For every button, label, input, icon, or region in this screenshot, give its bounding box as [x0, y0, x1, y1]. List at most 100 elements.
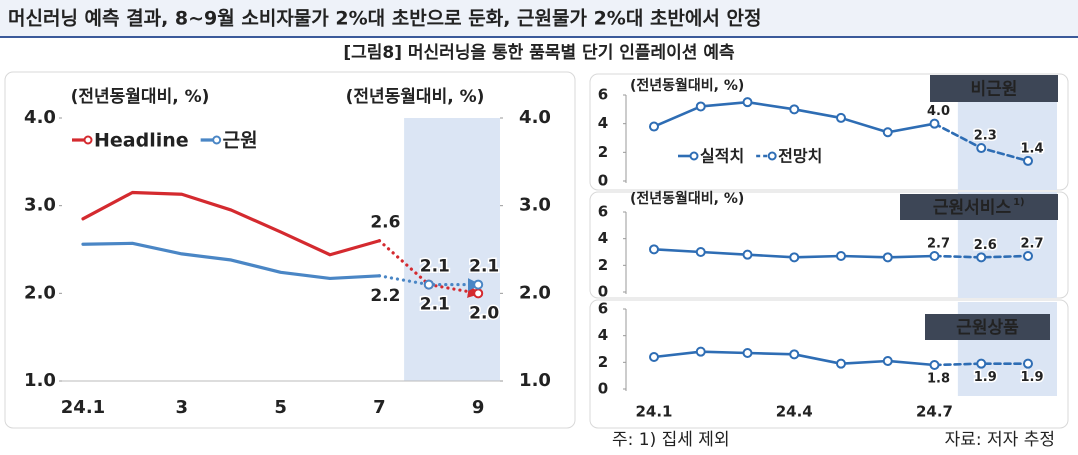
data-label: 2.7: [1020, 237, 1043, 252]
series-line: [81, 190, 381, 257]
point: [836, 251, 846, 261]
forecast-shade: [404, 118, 500, 381]
x-tick-label: 24.7: [916, 403, 953, 421]
x-tick-label: 5: [274, 397, 287, 418]
point: [742, 348, 753, 358]
y-tick-label: 6: [598, 300, 608, 318]
page-title: 머신러닝 예측 결과, 8~9월 소비자물가 2%대 초반으로 둔화, 근원물가…: [8, 8, 761, 30]
title-box: [900, 194, 1058, 220]
title-box: [930, 75, 1058, 102]
legend-marker: [212, 135, 222, 145]
point: [695, 101, 706, 112]
x-tick-label: 24.4: [776, 403, 813, 421]
point: [976, 252, 987, 263]
data-label: 2.1: [469, 257, 499, 277]
y-tick-label: 4: [598, 229, 608, 247]
point: [1023, 251, 1033, 261]
point: [882, 127, 893, 138]
legend-marker: [767, 151, 777, 161]
y2-tick-label: 4.0: [519, 107, 551, 128]
y-tick-label: 6: [598, 86, 608, 104]
y-tick-label: 4.0: [24, 107, 56, 128]
y-tick-label: 2.0: [24, 282, 56, 303]
y-tick-label: 6: [598, 203, 608, 221]
x-tick-label: 9: [472, 397, 485, 418]
panel: [589, 73, 1069, 191]
data-label: 2.3: [974, 129, 997, 144]
point: [836, 358, 846, 369]
data-label: 1.9: [1020, 370, 1043, 385]
y-tick-label: 0: [598, 172, 608, 190]
legend-label: 근원: [223, 130, 258, 152]
point: [976, 143, 987, 154]
y2-tick-label: 2.0: [519, 282, 551, 303]
source: 자료: 저자 추정: [945, 430, 1055, 450]
data-label: 2.2: [370, 286, 400, 306]
point: [695, 346, 706, 357]
header-bar: [0, 0, 1078, 37]
point: [473, 279, 484, 290]
point: [882, 252, 893, 263]
point: [742, 97, 753, 108]
point: [473, 288, 484, 299]
data-label: 1.8: [927, 372, 950, 387]
x-tick-label: 3: [176, 397, 189, 418]
point: [649, 352, 659, 362]
point: [789, 104, 800, 115]
y-tick-label: 2: [598, 256, 608, 274]
panel: [589, 191, 1069, 299]
chart-title: 근원상품: [956, 318, 1019, 338]
point: [649, 121, 659, 132]
title-box: [925, 314, 1050, 340]
y-axis-label: (전년동월대비, %): [630, 190, 744, 207]
y-tick-label: 4: [598, 326, 608, 344]
legend-label: 실적치: [700, 147, 744, 166]
point: [789, 252, 800, 263]
data-label: 1.9: [974, 370, 997, 385]
point: [1023, 358, 1033, 369]
legend-label: Headline: [94, 130, 189, 152]
point: [929, 360, 940, 370]
point: [976, 358, 987, 369]
x-tick-label: 24.1: [635, 403, 672, 421]
legend-marker: [83, 135, 93, 145]
data-label: 1.4: [1020, 141, 1043, 156]
point: [929, 251, 940, 261]
data-label: 2.6: [974, 238, 997, 253]
point: [836, 112, 846, 123]
series-line: [81, 241, 381, 281]
left-panel: [4, 71, 576, 429]
data-label: 2.1: [420, 295, 450, 315]
point: [882, 356, 893, 366]
y2-tick-label: 3.0: [519, 195, 551, 216]
y-tick-label: 4: [598, 114, 608, 132]
y2-axis-label: (전년동월대비, %): [346, 87, 485, 107]
point: [1023, 155, 1033, 166]
point: [789, 349, 800, 360]
point: [929, 118, 940, 129]
data-label: 2.0: [469, 303, 499, 323]
panel: [589, 299, 1069, 429]
y-tick-label: 2: [598, 353, 608, 371]
point: [742, 249, 753, 260]
data-label: 2.6: [370, 213, 400, 233]
y-tick-label: 2: [598, 143, 608, 161]
x-tick-label: 24.1: [61, 397, 105, 418]
figure-caption: [그림8] 머신러닝을 통한 품목별 단기 인플레이션 예측: [343, 43, 735, 63]
footnote: 주: 1) 집세 제외: [612, 430, 730, 450]
y-tick-label: 3.0: [24, 195, 56, 216]
y-tick-label: 0: [598, 283, 608, 301]
title-note: 1): [1013, 197, 1025, 208]
x-tick-label: 7: [373, 397, 386, 418]
data-label: 2.1: [420, 257, 450, 277]
legend-marker: [689, 151, 699, 161]
y-axis-label: (전년동월대비, %): [630, 77, 744, 94]
chart-title: 근원서비스: [933, 198, 1012, 218]
y-tick-label: 1.0: [24, 370, 56, 391]
data-label: 4.0: [927, 104, 950, 119]
point: [649, 244, 659, 255]
point: [695, 247, 706, 257]
data-label: 2.7: [927, 237, 950, 252]
legend-label: 전망치: [778, 147, 822, 166]
